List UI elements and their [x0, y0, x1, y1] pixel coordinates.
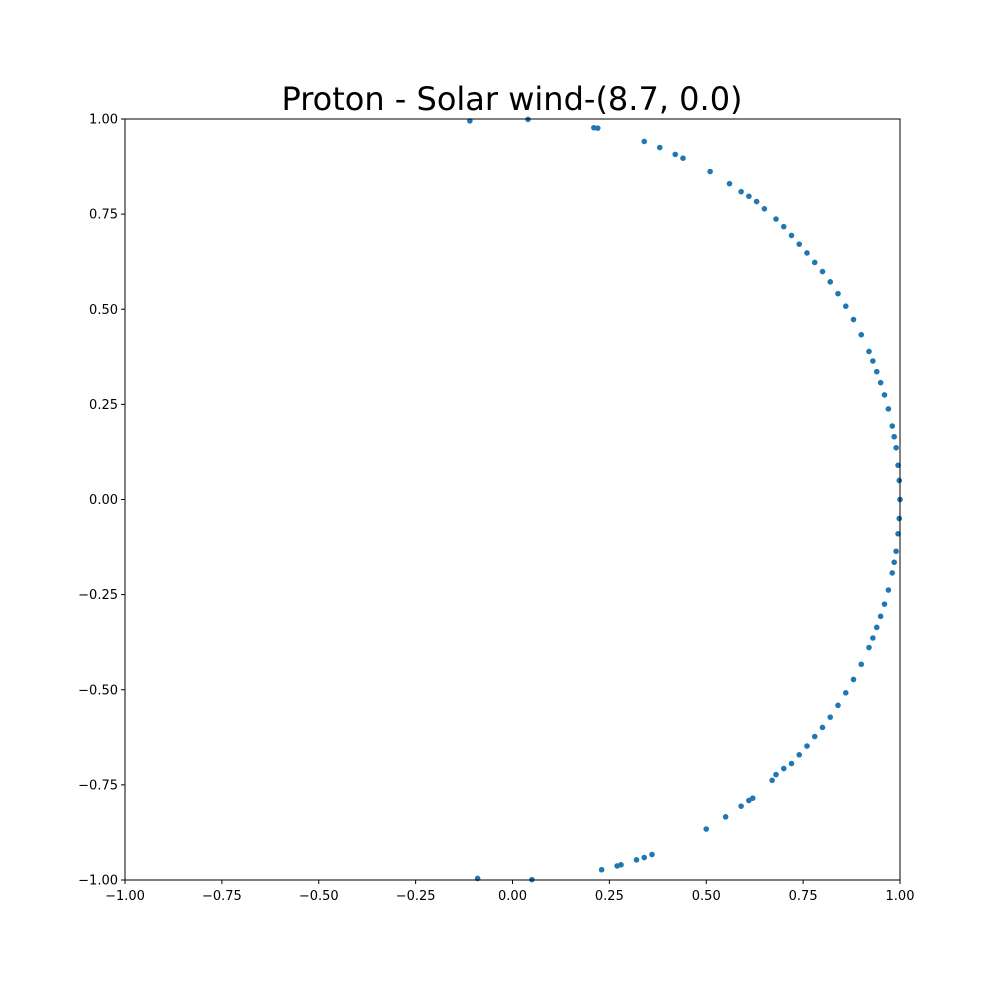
scatter-point: [877, 613, 884, 620]
x-tick-label: −1.00: [105, 889, 145, 904]
scatter-point: [866, 644, 872, 651]
scatter-point: [866, 348, 872, 355]
scatter-point: [811, 259, 818, 266]
y-axis: −1.00 −0.75 −0.50 −0.25 0.00 0.25 0.50 0.75 1.00: [78, 113, 125, 889]
scatter-point: [881, 392, 888, 398]
scatter-point: [738, 803, 744, 809]
scatter-point: [858, 661, 865, 668]
scatter-point: [889, 423, 896, 429]
scatter-point: [467, 118, 473, 124]
x-tick-label: −0.50: [299, 889, 339, 904]
scatter-point: [707, 168, 713, 175]
scatter-point: [773, 216, 779, 222]
scatter-point: [761, 205, 768, 212]
scatter-point: [641, 854, 648, 861]
scatter-point: [746, 797, 752, 804]
x-tick-label: 0.25: [595, 889, 624, 904]
scatter-point: [703, 826, 710, 832]
scatter-point: [850, 676, 857, 683]
x-axis: −1.00 −0.75 −0.50 −0.25 0.00 0.25 0.50 0.75 1.00: [105, 880, 914, 904]
scatter-point: [819, 268, 826, 275]
x-tick-label: −0.75: [202, 889, 242, 904]
scatter-point: [895, 462, 901, 469]
x-tick-label: −0.25: [396, 889, 436, 904]
y-tick-label: −0.75: [78, 778, 118, 793]
scatter-point: [738, 188, 744, 195]
scatter-point: [896, 477, 903, 484]
scatter-point: [746, 193, 752, 200]
chart-title: Proton - Solar wind-(8.7, 0.0): [281, 80, 742, 118]
scatter-point: [753, 198, 760, 205]
scatter-point: [858, 331, 865, 338]
y-tick-label: 0.25: [89, 398, 118, 413]
scatter-point: [835, 702, 841, 709]
scatter-point: [594, 125, 601, 131]
scatter-point: [827, 279, 834, 285]
scatter-point: [893, 444, 899, 451]
x-tick-label: 0.00: [498, 889, 527, 904]
scatter-point: [885, 406, 892, 412]
y-tick-label: −0.25: [78, 588, 118, 603]
y-tick-label: −1.00: [78, 874, 118, 889]
scatter-point: [842, 303, 849, 310]
scatter-point: [881, 601, 888, 607]
scatter-point: [827, 714, 834, 720]
scatter-point: [804, 250, 810, 256]
scatter-point: [641, 138, 648, 145]
scatter-point: [796, 241, 803, 247]
scatter-point: [891, 433, 897, 440]
y-tick-label: −0.50: [78, 683, 118, 698]
scatter-point: [850, 316, 857, 323]
x-tick-label: 0.75: [789, 889, 818, 904]
scatter-point: [889, 570, 896, 576]
scatter-point: [804, 743, 810, 749]
scatter-point: [885, 587, 892, 593]
scatter-point: [873, 368, 880, 375]
scatter-point: [614, 863, 620, 869]
scatter-point: [780, 223, 787, 230]
scatter-point: [780, 765, 787, 772]
scatter-point: [726, 180, 733, 187]
scatter-point: [656, 144, 663, 151]
scatter-point: [796, 752, 803, 758]
x-tick-label: 1.00: [886, 889, 915, 904]
scatter-point: [842, 689, 849, 696]
scatter-point: [788, 760, 795, 767]
y-tick-label: 0.50: [89, 303, 118, 318]
scatter-point: [893, 548, 899, 555]
scatter-point: [598, 866, 605, 873]
scatter-point: [773, 771, 779, 778]
scatter-point: [649, 851, 655, 858]
scatter-point: [819, 724, 826, 731]
y-tick-label: 0.00: [89, 493, 118, 508]
scatter-point: [680, 155, 686, 161]
scatter-point: [891, 559, 897, 566]
scatter-point: [877, 379, 884, 386]
scatter-point: [722, 814, 729, 820]
scatter-point: [870, 635, 876, 641]
scatter-point: [811, 733, 818, 740]
scatter-point: [896, 515, 903, 522]
points-layer: [467, 116, 903, 883]
y-tick-label: 1.00: [89, 113, 118, 128]
scatter-point: [873, 624, 880, 631]
scatter-point: [633, 857, 640, 863]
x-tick-label: 0.50: [692, 889, 721, 904]
y-tick-label: 0.75: [89, 208, 118, 223]
scatter-point: [870, 358, 876, 364]
scatter-point: [895, 530, 901, 537]
scatter-point: [769, 777, 775, 784]
scatter-point: [788, 232, 795, 239]
scatter-point: [835, 290, 841, 297]
scatter-point: [672, 151, 679, 158]
